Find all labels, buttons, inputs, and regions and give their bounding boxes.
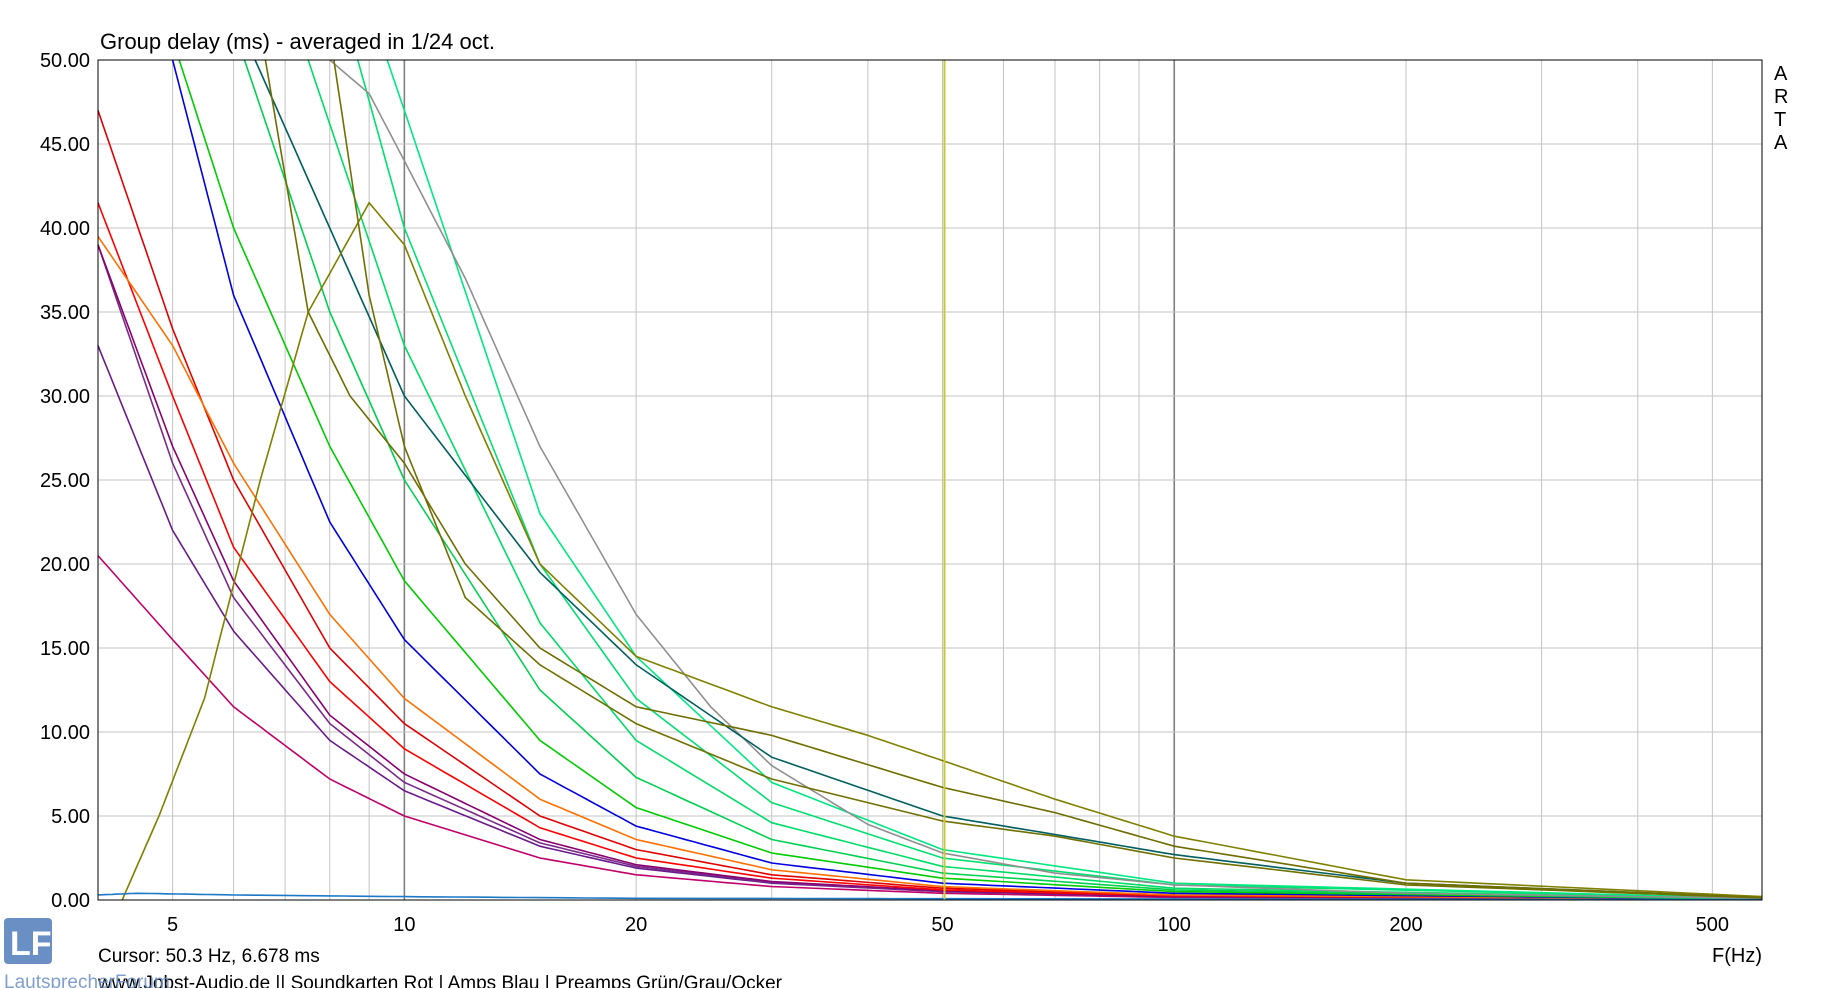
- y-tick-label: 15.00: [40, 638, 90, 660]
- series-line: [97, 202, 1763, 900]
- series-line: [171, 59, 1763, 900]
- series-line: [97, 244, 1763, 900]
- y-tick-labels: 0.00 5.00 10.00 15.00 20.00 25.00 30.00 35.00 40…: [40, 50, 90, 912]
- series-line: [264, 59, 1763, 899]
- series-line: [97, 110, 1763, 900]
- series-line: [254, 59, 1763, 899]
- x-tick-labels: 5 10 20 50 100 200 500: [167, 914, 1729, 936]
- grid-lines: [98, 59, 1762, 901]
- watermark-letter: A: [1774, 132, 1788, 154]
- series-line: [333, 59, 1763, 899]
- watermark-letter: R: [1774, 86, 1788, 108]
- x-tick-label: 20: [625, 914, 647, 936]
- x-tick-label: 50: [931, 914, 953, 936]
- x-axis-label: F(Hz): [1712, 945, 1762, 967]
- chart-title: Group delay (ms) - averaged in 1/24 oct.: [100, 29, 495, 54]
- series-line: [97, 244, 1763, 900]
- series-line: [121, 201, 1763, 901]
- x-tick-label: 5: [167, 914, 178, 936]
- y-tick-label: 0.00: [51, 890, 90, 912]
- y-tick-label: 45.00: [40, 134, 90, 156]
- y-tick-label: 50.00: [40, 50, 90, 72]
- plot-frame: [97, 59, 1763, 901]
- logo-wordmark: LautsprecherForum: [4, 972, 170, 988]
- x-tick-label: 200: [1389, 914, 1422, 936]
- lautsprecherforum-logo: LF LautsprecherForum: [4, 918, 170, 988]
- x-tick-label: 10: [393, 914, 415, 936]
- y-tick-label: 25.00: [40, 470, 90, 492]
- y-tick-label: 35.00: [40, 302, 90, 324]
- series-line: [307, 59, 1763, 900]
- series-line: [329, 59, 1763, 900]
- y-tick-label: 30.00: [40, 386, 90, 408]
- series-lines: [97, 59, 1763, 901]
- series-line: [386, 59, 1763, 900]
- series-line: [97, 235, 1763, 900]
- watermark-letter: T: [1774, 109, 1786, 131]
- x-tick-label: 500: [1696, 914, 1729, 936]
- footer-caption: www.Jobst-Audio.de || Soundkarten Rot | …: [97, 973, 783, 988]
- series-line: [97, 892, 1763, 901]
- svg-text:LF: LF: [10, 925, 52, 963]
- series-line: [243, 59, 1763, 900]
- y-tick-label: 10.00: [40, 722, 90, 744]
- watermark-letter: A: [1774, 63, 1788, 85]
- cursor-readout: Cursor: 50.3 Hz, 6.678 ms: [98, 946, 320, 967]
- series-line: [357, 59, 1763, 900]
- y-tick-label: 20.00: [40, 554, 90, 576]
- series-line: [97, 555, 1763, 900]
- y-tick-label: 5.00: [51, 806, 90, 828]
- series-line: [178, 59, 1763, 900]
- y-tick-label: 40.00: [40, 218, 90, 240]
- x-tick-label: 100: [1158, 914, 1191, 936]
